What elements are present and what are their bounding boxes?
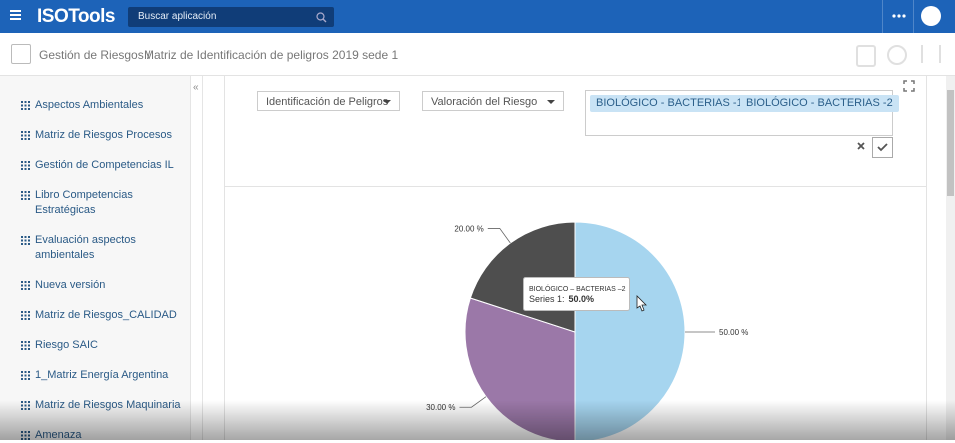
sidebar-item[interactable]: Evaluación aspectos ambientales [21,233,195,263]
sidebar-item[interactable]: 1_Matriz Energía Argentina [21,368,195,383]
breadcrumb-parent[interactable]: Gestión de Riesgos / [39,48,151,62]
sidebar-toggle[interactable]: « [190,76,203,440]
sidebar-item[interactable]: Matriz de Riesgos Procesos [21,128,195,143]
dropdown[interactable]: Valoración del Riesgo [422,91,564,111]
fullscreen-button[interactable] [903,80,915,92]
tag[interactable]: BIOLÓGICO - BACTERIAS -1 [590,95,749,112]
dropdown[interactable]: Identificación de Peligros [257,91,400,111]
more-button[interactable] [892,13,906,19]
export-button[interactable] [856,45,876,67]
content-panel [224,76,927,440]
settings-button[interactable] [921,45,941,63]
sidebar-item[interactable]: Aspectos Ambientales [21,98,195,113]
sidebar-item[interactable]: Nueva versión [21,278,195,293]
breadcrumb-bar: Gestión de Riesgos / Matriz de Identific… [0,33,955,76]
search-icon [316,12,327,23]
scrollbar[interactable] [946,76,955,440]
tag[interactable]: BIOLÓGICO - BACTERIAS -2 [740,95,899,112]
sidebar-item[interactable]: Libro Competencias Estratégicas [21,188,195,218]
sidebar-item[interactable]: Gestión de Competencias IL [21,158,195,173]
play-button[interactable] [887,45,907,65]
menu-button[interactable] [10,10,21,12]
filter-actions [857,137,893,158]
breadcrumb-current: Matriz de Identificación de peligros 201… [144,48,399,62]
top-bar: ISOTools Buscar aplicación [0,0,955,33]
search-placeholder: Buscar aplicación [138,11,217,22]
clear-button[interactable] [857,142,865,150]
sidebar-item[interactable]: Matriz de Riesgos_CALIDAD [21,308,195,323]
user-avatar[interactable] [921,6,941,26]
tag-input[interactable] [585,90,893,136]
apply-button[interactable] [872,137,893,158]
sidebar-item[interactable]: Amenaza [21,428,195,443]
sidebar: Aspectos Ambientales Matriz de Riesgos Pr… [0,76,190,441]
sidebar-item[interactable]: Matriz de Riesgos Maquinaria [21,398,195,413]
module-icon [11,44,31,64]
logo: ISOTools [37,6,115,27]
search-box[interactable]: Buscar aplicación [128,7,334,27]
sidebar-item[interactable]: Riesgo SAIC [21,338,195,353]
